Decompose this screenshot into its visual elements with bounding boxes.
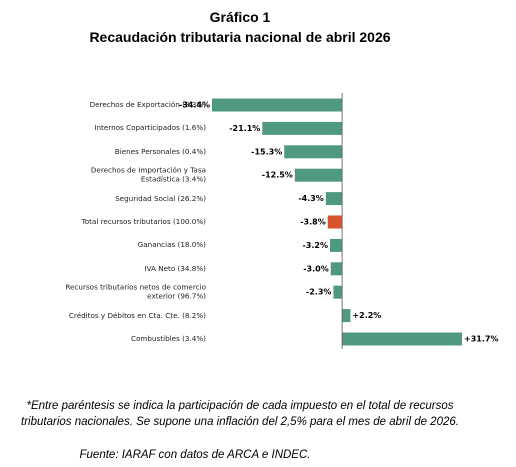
source: Fuente: IARAF con datos de ARCA e INDEC. (79, 449, 311, 461)
category-label: Derechos de Importación y Tasa Estadísti… (90, 165, 206, 184)
footnote: *Entre paréntesis se indica la participa… (21, 400, 459, 428)
category-label: Derechos de Exportación (3.3%) (89, 99, 206, 109)
value-label: -4.3% (298, 194, 324, 203)
bar (262, 121, 343, 135)
value-label: -15.3% (251, 147, 282, 156)
value-label: -21.1% (229, 124, 260, 133)
bar (212, 98, 343, 112)
category-label: Ganancias (18.0%) (137, 240, 206, 250)
category-label: Total recursos tributarios (100.0%) (81, 216, 206, 226)
category-label: Internos Coparticipados (1.6%) (94, 123, 206, 133)
value-label: -34.4% (179, 101, 210, 110)
chart-subtitle: Recaudación tributaria nacional de abril… (89, 29, 391, 45)
bar (342, 332, 462, 346)
bar (342, 309, 351, 323)
category-label: Recursos tributarios netos de comercio e… (65, 282, 206, 301)
bar (327, 215, 343, 229)
value-label: -3.2% (302, 241, 328, 250)
bar (325, 192, 343, 206)
category-label: Seguridad Social (26.2%) (115, 193, 206, 203)
category-label: Combustibles (3.4%) (131, 333, 206, 343)
value-label: +2.2% (352, 311, 381, 320)
bar (333, 285, 343, 299)
bar (294, 168, 343, 182)
category-label: Créditos y Débitos en Cta. Cte. (8.2%) (68, 310, 206, 320)
category-label: IVA Neto (34.8%) (144, 263, 206, 273)
value-label: -3.8% (300, 218, 326, 227)
bar (330, 262, 343, 276)
value-label: +31.7% (464, 335, 498, 344)
chart-title: Gráfico 1 (209, 9, 271, 25)
bar (284, 145, 343, 159)
value-label: -12.5% (262, 171, 293, 180)
value-label: -3.0% (303, 264, 329, 273)
bar (330, 238, 343, 252)
value-label: -2.3% (306, 288, 332, 297)
category-label: Bienes Personales (0.4%) (114, 146, 206, 156)
